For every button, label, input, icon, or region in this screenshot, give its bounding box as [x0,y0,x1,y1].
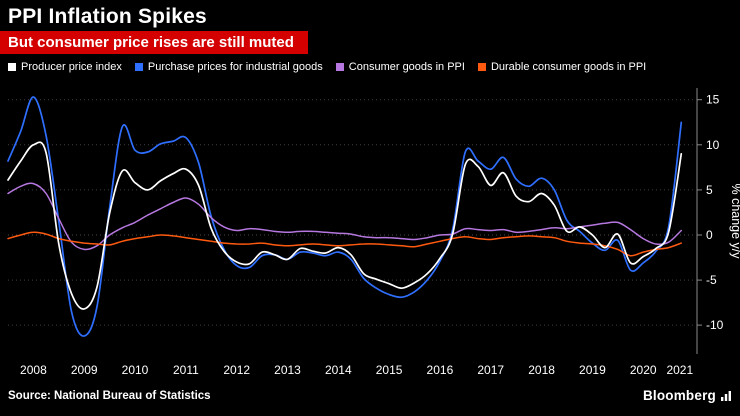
x-tick-label: 2013 [274,363,301,377]
legend-label: Purchase prices for industrial goods [147,61,323,73]
legend-label: Consumer goods in PPI [348,61,465,73]
chart-title: PPI Inflation Spikes [8,5,207,28]
y-tick-label: -5 [706,273,717,287]
x-tick-label: 2017 [477,363,504,377]
y-tick-label: 0 [706,228,713,242]
x-tick-label: 2016 [427,363,454,377]
series-line-producer-price-index [7,141,683,310]
subtitle-row: But consumer price rises are still muted [0,31,740,54]
y-axis-title: % change y/y [729,183,740,259]
bloomberg-logo: Bloomberg [643,388,732,403]
legend-label: Producer price index [21,61,122,73]
x-tick-label: 2012 [223,363,250,377]
legend-label: Durable consumer goods in PPI [490,61,647,73]
x-tick-label: 2015 [376,363,403,377]
legend-swatch [477,63,486,71]
x-tick-label: 2008 [20,363,47,377]
legend-item: Durable consumer goods in PPI [477,61,647,73]
x-tick-label: 2010 [122,363,149,377]
y-tick-label: 10 [706,138,720,152]
bloomberg-wordmark: Bloomberg [642,388,716,403]
legend: Producer price index Purchase prices for … [0,54,740,76]
legend-swatch [8,63,16,71]
x-tick-label: 2011 [173,363,199,377]
x-tick-label: 2021 [666,363,693,377]
y-tick-label: -10 [706,318,724,332]
bloomberg-chart-icon [721,390,731,401]
x-tick-label: 2014 [325,363,352,377]
legend-item: Consumer goods in PPI [335,61,465,73]
footer: Source: National Bureau of Statistics Bl… [0,386,740,403]
series-line-consumer-goods-in-ppi [7,182,683,251]
x-tick-label: 2009 [71,363,98,377]
series-line-purchase-prices-for-industrial-goods [7,96,683,337]
source-note: Source: National Bureau of Statistics [8,389,211,402]
x-tick-label: 2020 [630,363,657,377]
legend-swatch [134,63,143,71]
x-tick-label: 2018 [528,363,555,377]
x-tick-label: 2019 [579,363,606,377]
chart-subtitle: But consumer price rises are still muted [0,31,308,54]
series-line-durable-consumer-goods-in-ppi [7,231,683,257]
legend-item: Purchase prices for industrial goods [134,61,323,73]
y-tick-label: 15 [706,93,720,107]
chart-svg: 15 10 5 0 -5 -10 % change y/y 2008 2009 2010 2011 2… [7,88,740,377]
legend-swatch [335,63,344,71]
legend-item: Producer price index [8,61,122,73]
y-tick-label: 5 [706,183,713,197]
